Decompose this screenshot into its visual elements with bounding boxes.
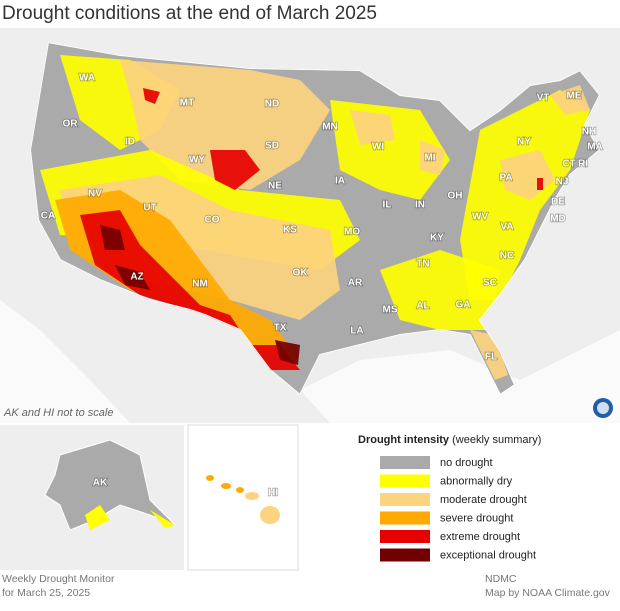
- state-label: MI: [424, 153, 435, 164]
- legend-heading: Drought intensity (weekly summary): [358, 434, 541, 446]
- legend-swatch: [380, 530, 430, 543]
- state-label: OR: [63, 119, 79, 130]
- state-label: WA: [79, 73, 95, 84]
- state-label: AZ: [130, 272, 143, 283]
- state-label: NM: [192, 279, 208, 290]
- legend-swatch: [380, 548, 430, 562]
- drought-area: [120, 60, 330, 190]
- state-label: SD: [265, 141, 279, 152]
- state-label: NV: [88, 189, 102, 200]
- island: [245, 492, 259, 500]
- drought-area: [100, 225, 300, 365]
- state-label: TX: [274, 323, 287, 334]
- state-label: GA: [456, 300, 471, 311]
- state-label: WY: [189, 155, 205, 166]
- drought-area: [500, 85, 590, 200]
- legend-swatch: [380, 474, 430, 488]
- legend-label: severe drought: [440, 512, 513, 524]
- state-label: LA: [350, 326, 363, 337]
- state-label: UT: [143, 203, 156, 214]
- state-label: WV: [472, 212, 488, 223]
- legend: no drought abnormally dry moderate drought…: [380, 456, 536, 562]
- state-label: MO: [344, 227, 360, 238]
- ak-drought: [85, 505, 175, 530]
- state-label: NJ: [556, 177, 569, 188]
- state-label: NE: [268, 181, 282, 192]
- state-label: IL: [383, 200, 392, 211]
- legend-label: abnormally dry: [440, 475, 513, 487]
- state-label: MA: [587, 142, 603, 153]
- state-label: VA: [500, 222, 513, 233]
- state-label: NC: [500, 251, 514, 262]
- footer-left: for March 25, 2025: [2, 587, 90, 599]
- state-label: AL: [416, 301, 429, 312]
- legend-title: Drought intensity: [358, 434, 450, 446]
- state-label: TN: [416, 259, 429, 270]
- state-label: FL: [485, 352, 497, 363]
- legend-subtitle: (weekly summary): [452, 434, 541, 446]
- island: [221, 483, 231, 489]
- legend-label: exceptional drought: [440, 549, 536, 561]
- state-label: ND: [265, 99, 279, 110]
- state-label: CO: [205, 215, 220, 226]
- island: [206, 475, 214, 481]
- island: [236, 487, 244, 493]
- drought-area: [143, 88, 260, 190]
- scale-note: AK and HI not to scale: [3, 407, 113, 419]
- state-label: NH: [582, 127, 596, 138]
- state-label: CA: [41, 211, 55, 222]
- state-label: AK: [93, 478, 108, 489]
- footer-right: NDMC: [485, 573, 517, 585]
- footer-left: Weekly Drought Monitor: [2, 573, 115, 585]
- state-label: ME: [567, 91, 582, 102]
- state-label: VT: [537, 93, 550, 104]
- contiguous-us: [30, 42, 600, 395]
- legend-swatch: [380, 456, 430, 469]
- state-label: MT: [180, 98, 194, 109]
- ocean: [0, 300, 620, 423]
- alaska: [44, 439, 176, 531]
- state-label: CT: [562, 159, 575, 170]
- drought-area: [537, 178, 543, 190]
- state-label: OK: [293, 268, 309, 279]
- state-label: IN: [415, 200, 425, 211]
- legend-swatch: [380, 493, 430, 506]
- drought-area: [80, 210, 300, 370]
- island: [260, 506, 280, 524]
- state-label: NY: [517, 137, 531, 148]
- state-label: WI: [372, 142, 384, 153]
- legend-label: moderate drought: [440, 494, 527, 506]
- legend-label: no drought: [440, 457, 493, 469]
- state-label: MN: [322, 122, 338, 133]
- state-label: OH: [448, 191, 463, 202]
- title: Drought conditions at the end of March 2…: [2, 3, 377, 24]
- state-label: ID: [125, 137, 135, 148]
- state-label: KS: [283, 225, 297, 236]
- state-label: MS: [383, 305, 398, 316]
- drought-area: [380, 250, 500, 330]
- noaa-logo-inner: [597, 402, 609, 414]
- hawaii: [206, 475, 280, 524]
- legend-label: extreme drought: [440, 531, 520, 543]
- state-label: HI: [268, 488, 278, 499]
- legend-swatch: [380, 511, 430, 525]
- state-label: IA: [335, 176, 345, 187]
- drought-area: [470, 330, 508, 380]
- state-label: RI: [578, 159, 588, 170]
- drought-area: [350, 110, 445, 175]
- hi-panel: [187, 424, 299, 571]
- state-label: AR: [348, 278, 363, 289]
- footer-right: Map by NOAA Climate.gov: [485, 587, 611, 599]
- state-label: DE: [551, 197, 565, 208]
- state-label: KY: [430, 233, 444, 244]
- state-label: SC: [483, 278, 497, 289]
- state-label: PA: [499, 173, 512, 184]
- state-label: MD: [550, 214, 566, 225]
